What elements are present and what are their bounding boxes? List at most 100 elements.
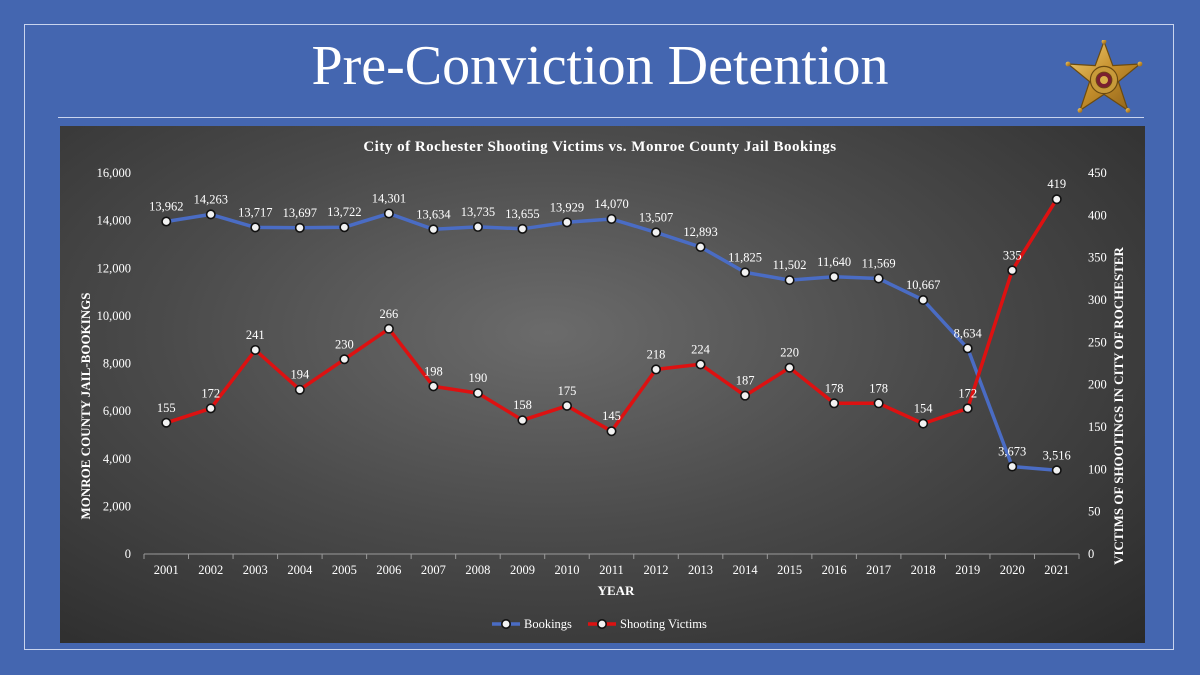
x-tick-label: 2014	[733, 563, 759, 577]
sheriff-star-badge-icon	[1065, 40, 1143, 113]
legend: Bookings Shooting Victims	[492, 617, 707, 631]
shooting-victims-data-label: 230	[335, 337, 354, 351]
title-divider	[58, 117, 1144, 118]
shooting-victims-data-label: 172	[201, 386, 220, 400]
y2-tick-label: 350	[1088, 251, 1107, 265]
shooting-victims-point	[1051, 194, 1062, 205]
bookings-point	[428, 224, 439, 235]
x-tick-label: 2008	[465, 563, 490, 577]
shooting-victims-point	[740, 390, 751, 401]
bookings-data-label: 13,717	[238, 205, 272, 219]
x-tick-label: 2016	[822, 563, 847, 577]
bookings-data-label: 13,929	[550, 200, 584, 214]
bookings-data-label: 11,640	[817, 255, 851, 269]
bookings-data-label: 13,722	[327, 205, 361, 219]
shooting-victims-data-label: 175	[558, 384, 577, 398]
shooting-victims-point	[294, 384, 305, 395]
bookings-point	[740, 267, 751, 278]
x-tick-label: 2015	[777, 563, 802, 577]
chart-title: City of Rochester Shooting Victims vs. M…	[363, 139, 836, 155]
y2-tick-label: 100	[1088, 462, 1107, 476]
shooting-victims-point	[561, 400, 572, 411]
bookings-point	[829, 271, 840, 282]
x-tick-label: 2021	[1044, 563, 1069, 577]
bookings-point	[339, 222, 350, 233]
shooting-victims-line	[165, 198, 1059, 433]
x-tick-label: 2018	[911, 563, 936, 577]
shooting-victims-point	[962, 403, 973, 414]
y-tick-label: 10,000	[97, 309, 131, 323]
bookings-point	[873, 273, 884, 284]
shooting-victims-point	[383, 323, 394, 334]
slide-frame	[24, 24, 1174, 650]
shooting-victims-point	[472, 388, 483, 399]
y-tick-label: 14,000	[97, 214, 131, 228]
bookings-data-label: 13,962	[149, 200, 183, 214]
y-tick-label: 6,000	[103, 404, 131, 418]
y2-axis-label: VICTIMS OF SHOOTINGS IN CITY OF ROCHESTE…	[1111, 246, 1126, 564]
slide-title: Pre-Conviction Detention	[311, 35, 889, 97]
shooting-victims-data-label: 241	[246, 328, 265, 342]
x-tick-label: 2013	[688, 563, 713, 577]
bookings-data-label: 13,507	[639, 210, 673, 224]
bookings-data-label: 13,735	[461, 205, 495, 219]
bookings-point	[651, 227, 662, 238]
shooting-victims-point	[339, 354, 350, 365]
chart-panel: City of Rochester Shooting Victims vs. M…	[60, 126, 1145, 643]
legend-bookings-marker	[500, 618, 511, 629]
bookings-data-label: 11,502	[773, 258, 807, 272]
x-tick-label: 2009	[510, 563, 535, 577]
bookings-point	[517, 223, 528, 234]
legend-bookings-label: Bookings	[524, 617, 572, 631]
shooting-victims-data-label: 419	[1047, 177, 1066, 191]
x-tick-label: 2005	[332, 563, 357, 577]
shooting-victims-point	[205, 403, 216, 414]
bookings-data-label: 3,673	[998, 445, 1026, 459]
y2-tick-label: 50	[1088, 505, 1101, 519]
bookings-point	[561, 217, 572, 228]
y-tick-label: 2,000	[103, 499, 131, 513]
x-axis-label: YEAR	[598, 583, 635, 598]
bookings-point	[695, 241, 706, 252]
shooting-victims-point	[784, 362, 795, 373]
shooting-victims-point	[918, 418, 929, 429]
shooting-victims-data-label: 172	[958, 386, 977, 400]
legend-shooting-victims-label: Shooting Victims	[620, 617, 707, 631]
shooting-victims-point	[829, 398, 840, 409]
y2-tick-label: 200	[1088, 378, 1107, 392]
bookings-point	[962, 343, 973, 354]
bookings-data-label: 11,825	[728, 250, 762, 264]
y2-tick-label: 0	[1088, 547, 1094, 561]
shooting-victims-data-label: 187	[736, 374, 755, 388]
shooting-victims-point	[873, 398, 884, 409]
shooting-victims-data-label: 158	[513, 398, 532, 412]
y2-tick-label: 150	[1088, 420, 1107, 434]
x-tick-label: 2017	[866, 563, 891, 577]
bookings-point	[294, 222, 305, 233]
bookings-data-label: 13,697	[283, 206, 317, 220]
y-tick-label: 0	[125, 547, 131, 561]
shooting-victims-point	[1007, 265, 1018, 276]
bookings-point	[918, 294, 929, 305]
shooting-victims-data-label: 178	[869, 381, 888, 395]
shooting-victims-point	[161, 417, 172, 428]
y2-tick-label: 450	[1088, 166, 1107, 180]
bookings-data-label: 14,070	[594, 197, 628, 211]
bookings-point	[784, 275, 795, 286]
shooting-victims-point	[517, 415, 528, 426]
x-tick-label: 2004	[287, 563, 313, 577]
bookings-point	[205, 209, 216, 220]
bookings-point	[250, 222, 261, 233]
shooting-victims-data-label: 218	[647, 347, 666, 361]
y-tick-label: 4,000	[103, 452, 131, 466]
bookings-data-label: 13,634	[416, 207, 451, 221]
x-tick-label: 2012	[644, 563, 669, 577]
x-tick-label: 2002	[198, 563, 223, 577]
y2-tick-label: 300	[1088, 293, 1107, 307]
y-axis-label: MONROE COUNTY JAIL-BOOKINGS	[78, 292, 93, 519]
bookings-data-label: 11,569	[862, 257, 896, 271]
bookings-data-label: 10,667	[906, 278, 940, 292]
y-tick-label: 8,000	[103, 357, 131, 371]
x-tick-label: 2003	[243, 563, 268, 577]
bookings-data-label: 8,634	[954, 326, 983, 340]
